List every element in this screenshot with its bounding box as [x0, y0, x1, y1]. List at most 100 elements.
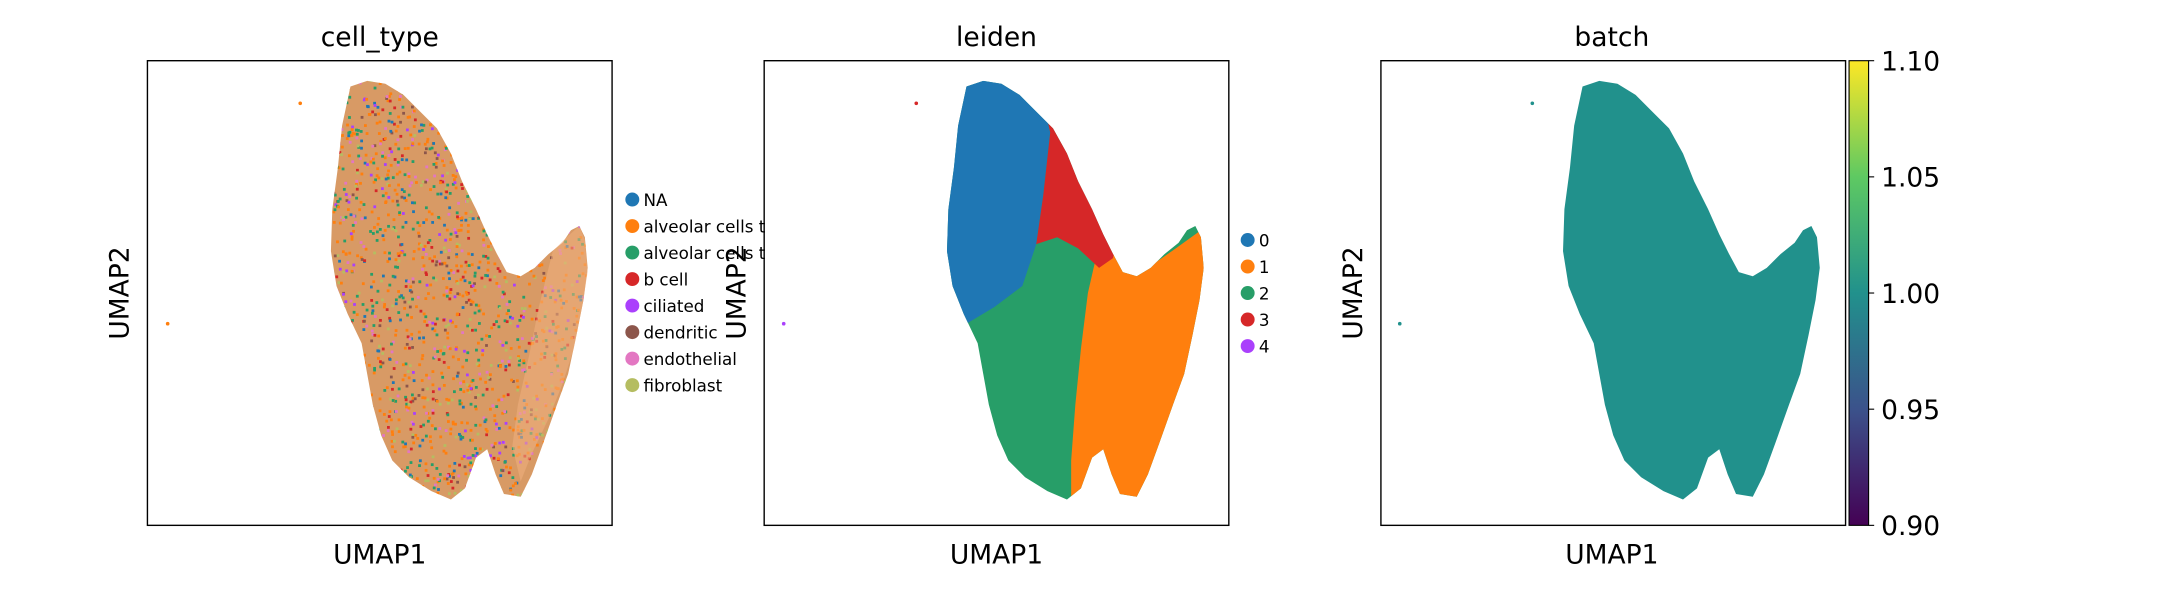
cell-point — [483, 479, 487, 483]
cell-point — [457, 229, 461, 232]
cell-point — [583, 314, 586, 318]
cell-point — [490, 471, 494, 474]
cell-point — [488, 335, 491, 338]
cell-point — [370, 339, 374, 343]
cell-point — [474, 396, 478, 399]
legend-marker — [625, 298, 640, 313]
cell-point — [505, 212, 509, 216]
cell-point — [354, 495, 358, 499]
cell-point — [356, 78, 359, 81]
cell-point — [552, 89, 556, 92]
cell-point — [552, 457, 556, 461]
cell-point — [403, 346, 407, 350]
cell-point — [424, 297, 428, 300]
cell-point — [451, 182, 455, 186]
cell-point — [417, 234, 421, 238]
cell-point — [520, 248, 523, 252]
cell-point — [349, 410, 353, 413]
cell-point — [342, 270, 346, 274]
cell-point — [339, 101, 343, 105]
cell-point — [397, 147, 401, 151]
cell-point — [385, 308, 389, 312]
cell-point — [583, 131, 587, 135]
cell-point — [421, 354, 425, 357]
cell-point — [332, 114, 336, 118]
cell-point — [573, 114, 576, 117]
cell-point — [541, 80, 544, 82]
cell-point — [339, 281, 343, 285]
cell-point — [354, 78, 357, 81]
cell-point — [519, 199, 523, 203]
cell-point — [561, 140, 565, 144]
cell-point — [564, 423, 568, 426]
cell-point — [487, 226, 491, 230]
cell-point — [399, 468, 403, 472]
cell-point — [516, 199, 520, 203]
cell-point — [575, 401, 579, 405]
cell-point — [588, 348, 591, 351]
cell-point — [504, 341, 508, 345]
cell-point — [552, 132, 556, 136]
cell-point — [549, 124, 553, 128]
panel-1-ylabel: UMAP2 — [105, 246, 136, 339]
cell-point — [463, 165, 467, 169]
cell-point — [360, 115, 364, 119]
cell-point — [337, 371, 340, 375]
cell-point — [441, 174, 444, 178]
cell-point — [470, 490, 474, 494]
cell-point — [401, 378, 405, 382]
cell-point — [426, 241, 430, 245]
cell-point — [561, 389, 565, 393]
cell-point — [517, 275, 520, 278]
cell-point — [505, 465, 508, 469]
cell-point — [345, 338, 349, 342]
cell-point — [526, 131, 530, 135]
cell-point — [417, 242, 421, 246]
cell-point — [412, 257, 415, 261]
cell-point — [447, 366, 451, 369]
cell-point — [509, 129, 513, 133]
cell-point — [459, 492, 463, 496]
cell-point — [470, 495, 474, 499]
cell-point — [430, 212, 434, 216]
cell-point — [505, 302, 509, 306]
cell-point — [519, 145, 523, 149]
cell-point — [403, 306, 406, 310]
cell-point — [550, 220, 554, 224]
cell-point — [485, 429, 489, 433]
cell-point — [589, 101, 592, 104]
cell-point — [360, 258, 364, 261]
cell-point — [397, 259, 401, 263]
cell-point — [436, 99, 440, 103]
cell-point — [543, 111, 547, 115]
cell-point — [369, 173, 373, 177]
cell-point — [383, 156, 387, 160]
cell-point — [372, 161, 376, 165]
cell-point — [583, 497, 587, 500]
cell-point — [483, 491, 487, 494]
cell-point — [383, 303, 387, 306]
cell-point — [377, 132, 381, 135]
cell-type-right-lobe — [512, 226, 588, 482]
cell-point — [568, 434, 572, 438]
cell-point — [471, 300, 475, 304]
cell-point — [450, 88, 454, 92]
cell-point — [422, 123, 426, 127]
cell-point — [498, 441, 502, 445]
cell-point — [486, 134, 490, 138]
cell-point — [350, 464, 354, 468]
cell-point — [579, 435, 582, 439]
cell-point — [399, 251, 403, 255]
cell-point — [336, 363, 340, 367]
cell-point — [558, 87, 562, 91]
cell-point — [373, 144, 377, 148]
cell-point — [425, 140, 429, 144]
cell-point — [572, 196, 575, 199]
cell-point — [378, 82, 382, 85]
cell-point — [466, 456, 470, 460]
cell-point — [330, 300, 334, 303]
legend-label: 0 — [1259, 230, 1270, 250]
cell-point — [579, 200, 583, 204]
cell-point — [479, 474, 483, 478]
cell-point — [467, 298, 471, 302]
